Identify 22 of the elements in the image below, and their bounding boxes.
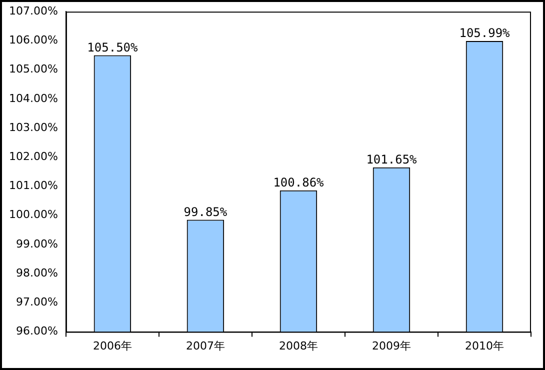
x-tick-label: 2009年 xyxy=(372,339,411,352)
data-label: 99.85% xyxy=(184,204,228,219)
y-tick-label: 102.00% xyxy=(8,150,58,164)
data-label: 105.99% xyxy=(459,26,511,40)
data-label: 101.65% xyxy=(366,152,418,166)
y-tick-label: 100.00% xyxy=(8,208,58,222)
y-tick-label: 104.00% xyxy=(8,92,58,105)
x-tick-label: 2006年 xyxy=(92,339,132,352)
y-tick-label: 101.00% xyxy=(8,179,58,192)
y-tick-label: 107.00% xyxy=(8,4,58,18)
x-tick-label: 2007年 xyxy=(186,339,225,352)
y-tick-label: 105.00% xyxy=(8,62,58,76)
y-tick-label: 99.00% xyxy=(16,237,58,250)
y-tick-label: 96.00% xyxy=(16,324,58,338)
y-tick-label: 97.00% xyxy=(16,296,58,309)
x-tick-label: 2010年 xyxy=(464,339,504,352)
x-tick-label: 2008年 xyxy=(278,339,318,352)
y-tick-label: 98.00% xyxy=(16,266,58,280)
y-tick-label: 106.00% xyxy=(8,34,58,47)
data-label: 100.86% xyxy=(273,175,325,190)
y-tick-label: 103.00% xyxy=(8,120,58,134)
data-label: 105.50% xyxy=(87,40,139,54)
